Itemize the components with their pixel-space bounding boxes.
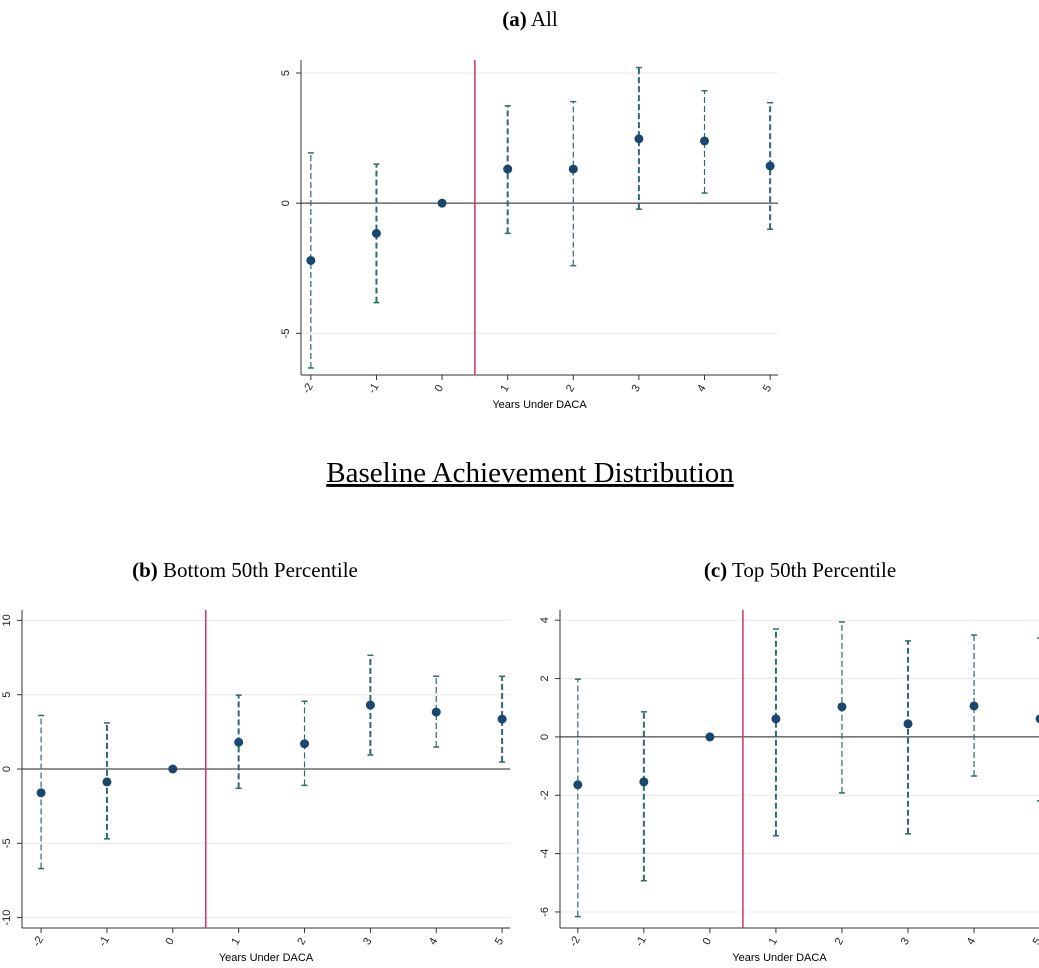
point	[903, 719, 913, 729]
y-tick-label: -6	[539, 907, 551, 917]
x-tick-label: 0	[433, 383, 446, 394]
x-tick-label: 1	[767, 936, 780, 947]
x-tick-label: 2	[295, 936, 308, 947]
x-tick-label: 1	[498, 383, 511, 394]
panel-label: (c)	[704, 558, 727, 582]
point	[837, 702, 847, 712]
point	[503, 164, 513, 174]
x-tick-label: 0	[163, 936, 176, 947]
x-tick-label: 3	[899, 936, 912, 947]
y-tick-label: 0	[1, 766, 13, 772]
point	[365, 700, 375, 710]
point	[431, 707, 441, 717]
point	[705, 732, 715, 742]
point	[300, 739, 310, 749]
x-tick-label: 4	[695, 383, 708, 394]
point	[765, 161, 775, 171]
x-tick-label: 5	[493, 936, 506, 947]
panel-title-text: Bottom 50th Percentile	[163, 558, 358, 582]
point	[634, 134, 644, 144]
x-axis-title: Years Under DACA	[732, 952, 827, 964]
x-tick-label: 5	[1031, 936, 1039, 947]
panel-label: (a)	[502, 7, 527, 31]
panel-title-text: Top 50th Percentile	[732, 558, 896, 582]
y-tick-label: -4	[539, 849, 551, 859]
point	[234, 737, 244, 747]
y-tick-label: -2	[539, 790, 551, 800]
y-tick-label: 4	[539, 617, 551, 623]
x-tick-label: 1	[229, 936, 242, 947]
x-tick-label: 4	[965, 936, 978, 947]
point	[497, 714, 507, 724]
panel-title: (c) Top 50th Percentile	[704, 558, 896, 582]
y-tick-label: -10	[1, 910, 13, 926]
point	[36, 788, 46, 798]
point	[969, 701, 979, 711]
point	[771, 714, 781, 724]
point	[568, 164, 578, 174]
x-tick-label: -1	[634, 934, 649, 948]
x-tick-label: 3	[361, 936, 374, 947]
point	[168, 764, 178, 774]
x-tick-label: -1	[366, 381, 381, 395]
y-tick-label: 5	[280, 70, 292, 76]
panel-title: (b) Bottom 50th Percentile	[132, 558, 358, 582]
panel-title-text: All	[531, 7, 558, 31]
y-tick-label: 5	[1, 692, 13, 698]
x-tick-label: 0	[701, 936, 714, 947]
y-tick-label: 0	[539, 734, 551, 740]
point	[102, 777, 112, 787]
y-tick-label: 10	[1, 614, 13, 626]
x-tick-label: 5	[761, 383, 774, 394]
point	[639, 777, 649, 787]
y-tick-label: 2	[539, 675, 551, 681]
y-tick-label: 0	[280, 200, 292, 206]
x-tick-label: 3	[630, 383, 643, 394]
point	[371, 228, 381, 238]
x-tick-label: -2	[31, 934, 46, 948]
section-heading: Baseline Achievement Distribution	[326, 457, 734, 489]
x-tick-label: -2	[568, 934, 583, 948]
x-tick-label: -2	[301, 381, 316, 395]
y-tick-label: -5	[280, 328, 292, 338]
panel-label: (b)	[132, 558, 158, 582]
x-tick-label: 2	[564, 383, 577, 394]
point	[306, 255, 316, 265]
x-axis-title: Years Under DACA	[492, 399, 587, 411]
point	[1035, 714, 1039, 724]
point	[700, 136, 710, 146]
y-tick-label: -5	[1, 838, 13, 848]
panel-title: (a) All	[502, 7, 558, 31]
point	[573, 780, 583, 790]
x-tick-label: -1	[97, 934, 112, 948]
x-tick-label: 2	[833, 936, 846, 947]
x-axis-title: Years Under DACA	[219, 952, 314, 964]
point	[437, 198, 447, 208]
x-tick-label: 4	[427, 936, 440, 947]
